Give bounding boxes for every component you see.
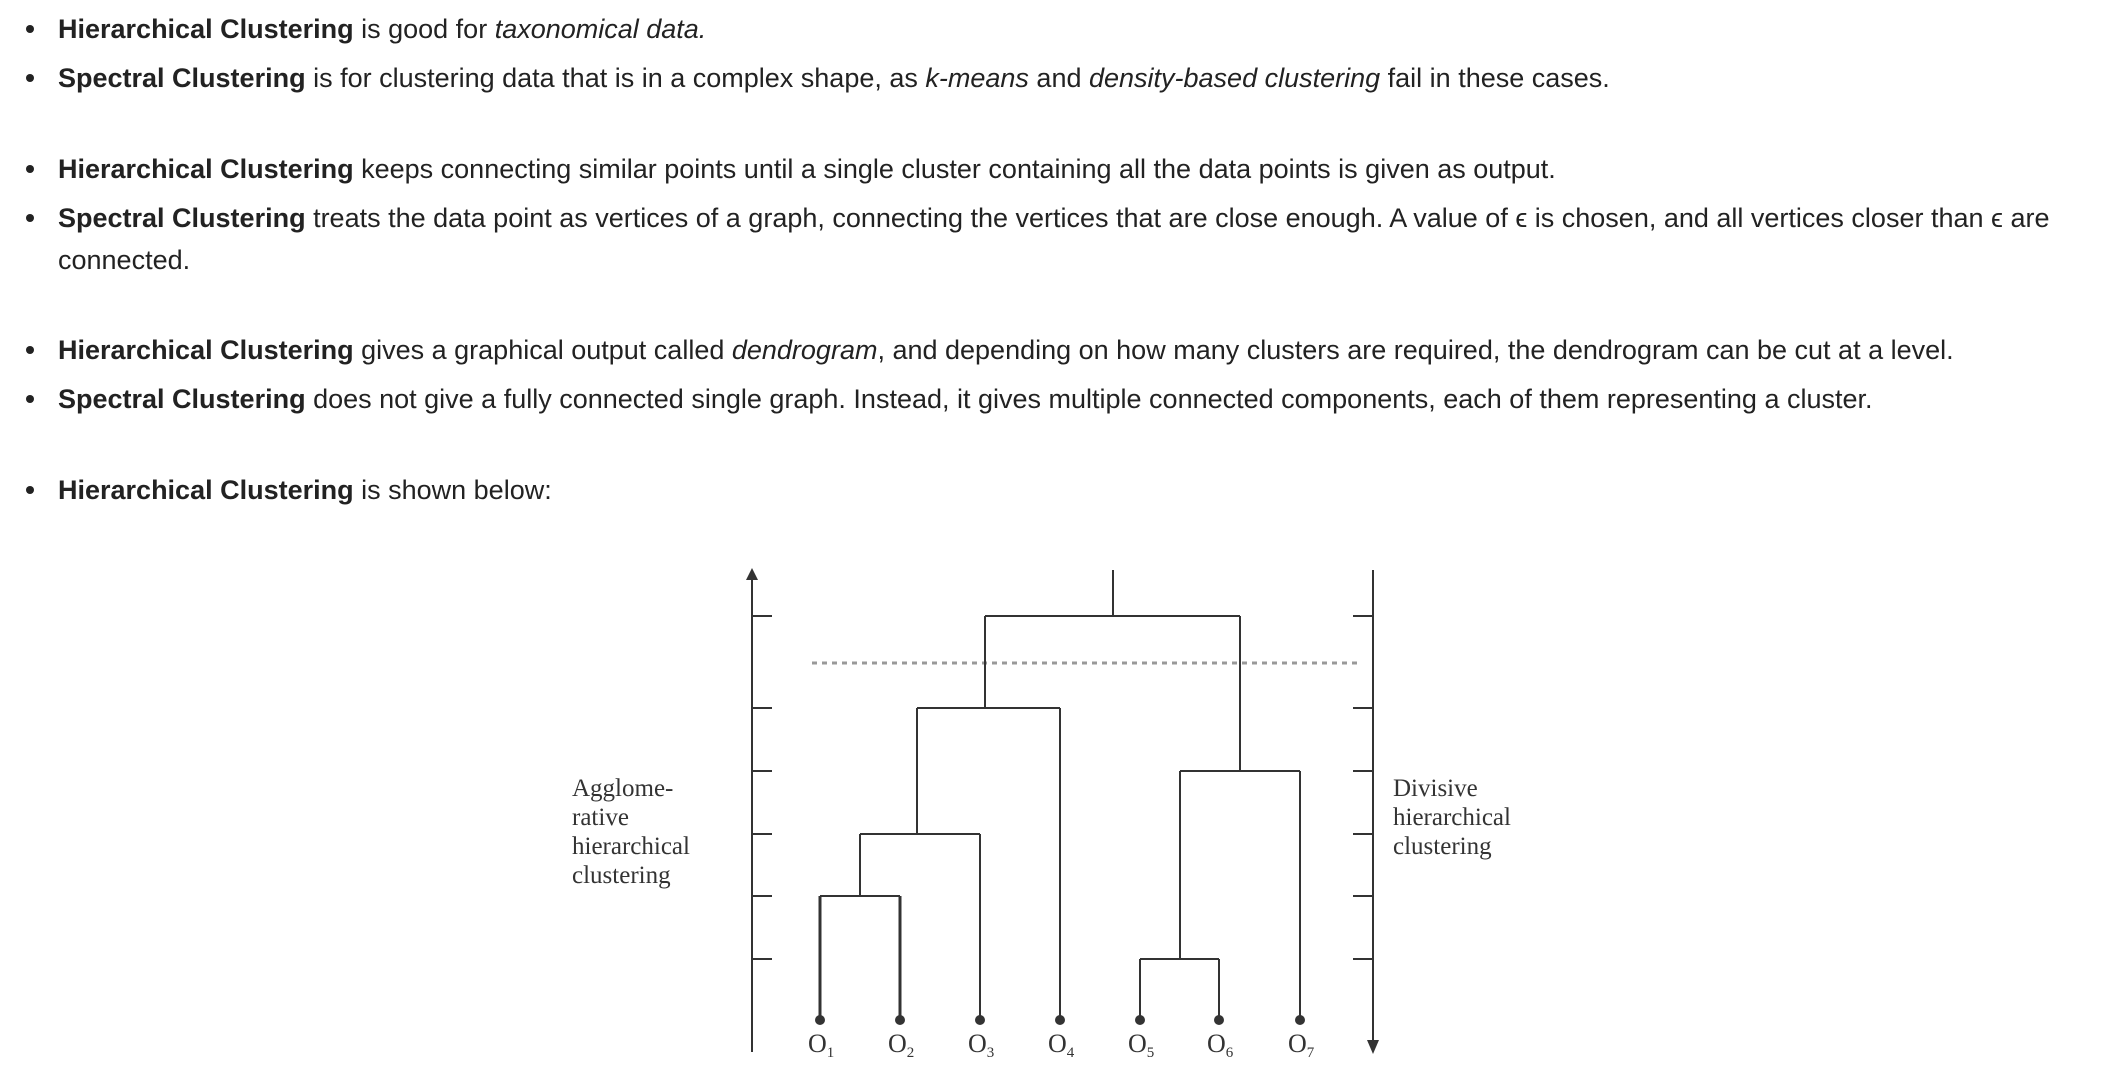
text-run: does not give a fully connected single g…: [305, 384, 1873, 414]
leaf-dot: [815, 1015, 825, 1025]
leaf-letter: O: [1207, 1029, 1226, 1058]
leaf-subscript: 6: [1226, 1045, 1234, 1061]
bold-term: Hierarchical Clustering: [58, 14, 354, 44]
down-arrow-icon: [1367, 1040, 1379, 1054]
leaf-label: O6: [1207, 1029, 1234, 1061]
italic-term: k-means: [925, 63, 1029, 93]
leaf-label: O2: [888, 1029, 914, 1061]
leaf-subscript: 5: [1147, 1045, 1155, 1061]
leaf-letter: O: [968, 1029, 987, 1058]
text-run: is chosen, and all vertices closer than: [1527, 203, 1991, 233]
text-run: keeps connecting similar points until a …: [353, 154, 1556, 184]
bold-term: Hierarchical Clustering: [58, 335, 354, 365]
bullet-text: Hierarchical Clustering is good for taxo…: [58, 8, 2102, 50]
leaf-letter: O: [1128, 1029, 1147, 1058]
bold-term: Spectral Clustering: [58, 384, 306, 414]
bullet-text: Spectral Clustering does not give a full…: [58, 378, 2102, 420]
bullet-text: Spectral Clustering treats the data poin…: [58, 197, 2102, 281]
bold-term: Spectral Clustering: [58, 63, 306, 93]
bullet-dot: [26, 25, 34, 33]
left-label-line: Agglome-: [572, 775, 673, 802]
text-run: are connected.: [58, 203, 2050, 275]
leaf-letter: O: [888, 1029, 907, 1058]
bullet-dot: [26, 486, 34, 494]
agglomerative-label: Agglome- rative hierarchical clustering: [572, 775, 696, 889]
text-run: is shown below:: [353, 475, 552, 505]
axis-ticks: [752, 615, 1373, 960]
divisive-label: Divisive hierarchical clustering: [1393, 775, 1517, 860]
text-run: ϵ: [1991, 203, 2003, 233]
leaf-label: O1: [808, 1029, 834, 1061]
up-arrow-icon: [746, 568, 758, 580]
leaf-subscript: 3: [987, 1045, 995, 1061]
bullet-text: Hierarchical Clustering is shown below:: [58, 469, 2102, 511]
leaf-subscript: 4: [1067, 1045, 1075, 1061]
text-run: and: [1028, 63, 1089, 93]
text-run: , and depending on how many clusters are…: [877, 335, 1954, 365]
leaf-dot: [1214, 1015, 1224, 1025]
italic-term: density-based clustering: [1088, 63, 1381, 93]
leaf-dot: [895, 1015, 905, 1025]
right-label-line: clustering: [1393, 833, 1492, 860]
leaf-dot: [1295, 1015, 1305, 1025]
bullet-text: Hierarchical Clustering keeps connecting…: [58, 148, 2102, 190]
text-run: ϵ: [1515, 203, 1528, 233]
left-label-line: rative: [572, 804, 629, 831]
leaf-subscript: 1: [827, 1045, 835, 1061]
leaf-letter: O: [808, 1029, 827, 1058]
bullet-dot: [26, 74, 34, 82]
left-label-line: clustering: [572, 862, 671, 889]
text-run: is for clustering data that is in a comp…: [305, 63, 926, 93]
leaf-letter: O: [1288, 1029, 1307, 1058]
bullet-dot: [26, 346, 34, 354]
bold-term: Hierarchical Clustering: [58, 154, 354, 184]
text-run: treats the data point as vertices of a g…: [305, 203, 1516, 233]
leaf-dot: [975, 1015, 985, 1025]
bold-term: Hierarchical Clustering: [58, 475, 354, 505]
italic-term: dendrogram: [731, 335, 878, 365]
bullet-text: Spectral Clustering is for clustering da…: [58, 57, 2102, 99]
leaf-subscript: 7: [1307, 1045, 1315, 1061]
left-label-line: hierarchical: [572, 833, 690, 860]
leaf-label: O4: [1048, 1029, 1075, 1061]
leaf-letter: O: [1048, 1029, 1067, 1058]
leaf-label: O3: [968, 1029, 994, 1061]
leaf-dot: [1135, 1015, 1145, 1025]
dendrogram-tree: [818, 570, 1301, 1020]
bullet-text: Hierarchical Clustering gives a graphica…: [58, 329, 2102, 371]
bullet-dot: [26, 214, 34, 222]
text-run: gives a graphical output called: [353, 335, 732, 365]
text-run: fail in these cases.: [1380, 63, 1610, 93]
leaf-labels: O1 O2 O3 O4 O5 O6 O7: [808, 1015, 1315, 1061]
right-label-line: Divisive: [1393, 775, 1478, 802]
leaf-subscript: 2: [907, 1045, 915, 1061]
bold-term: Spectral Clustering: [58, 203, 306, 233]
leaf-label: O5: [1128, 1029, 1154, 1061]
bullet-dot: [26, 395, 34, 403]
text-run: is good for: [353, 14, 495, 44]
leaf-label: O7: [1288, 1029, 1315, 1061]
bullet-dot: [26, 165, 34, 173]
right-label-line: hierarchical: [1393, 804, 1511, 831]
leaf-dot: [1055, 1015, 1065, 1025]
italic-term: taxonomical data.: [494, 14, 707, 44]
